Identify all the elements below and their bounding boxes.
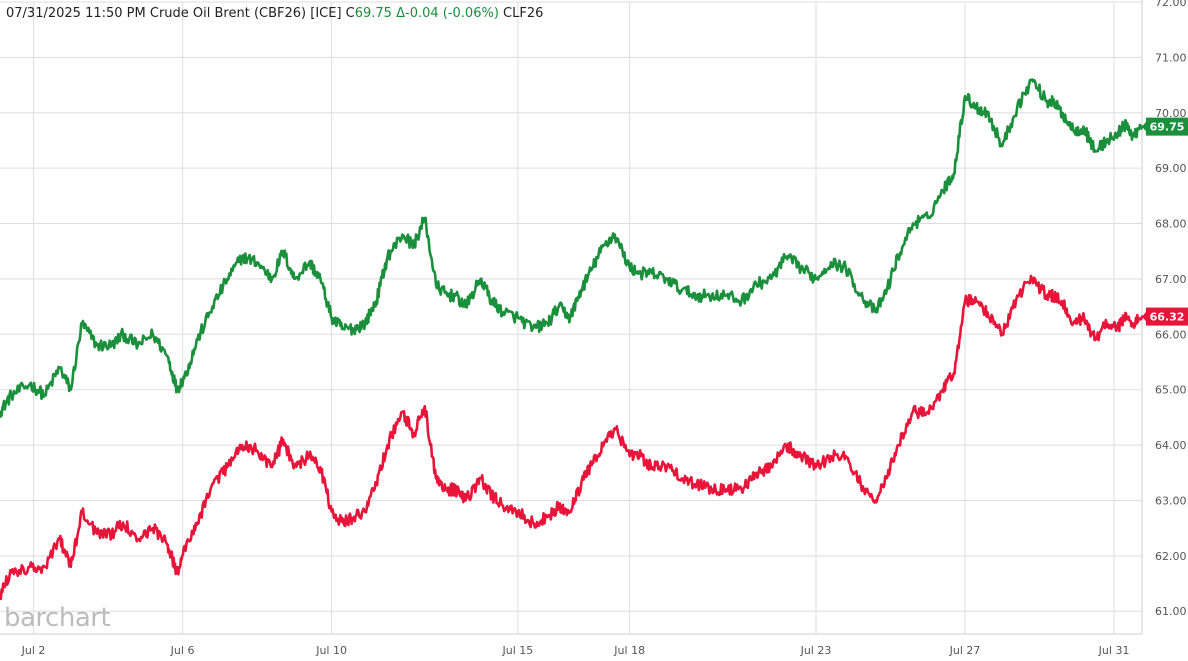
x-tick-label: Jul 10 (315, 644, 347, 657)
header-instrument: Crude Oil Brent (CBF26) [ICE] (150, 6, 342, 21)
y-tick-label: 65.00 (1155, 384, 1187, 397)
y-tick-label: 71.00 (1155, 51, 1187, 64)
header-symbol: CLF26 (503, 6, 543, 21)
last-value-badge (1146, 117, 1188, 136)
series-lines (0, 78, 1144, 601)
y-tick-label: 62.00 (1155, 550, 1187, 563)
y-tick-label: 66.00 (1155, 328, 1187, 341)
last-value-badges: 69.75 66.32 (1142, 117, 1188, 326)
x-axis: Jul 2 Jul 6 Jul 10 Jul 15 Jul 18 Jul 23 Jul 27… (21, 644, 1130, 657)
y-tick-label: 63.00 (1155, 494, 1187, 507)
x-tick-label: Jul 23 (800, 644, 832, 657)
x-tick-label: Jul 15 (502, 644, 534, 657)
last-value-pointer (1142, 120, 1147, 133)
y-tick-label: 67.00 (1155, 273, 1187, 286)
header-close-prefix: C (346, 6, 355, 21)
x-tick-label: Jul 2 (21, 644, 46, 657)
grid (0, 0, 1143, 635)
header-time: 11:50 PM (85, 6, 146, 21)
y-tick-label: 64.00 (1155, 439, 1187, 452)
header-change-value: -0.04 (-0.06%) (405, 6, 499, 21)
chart-header: 07/31/2025 11:50 PM Crude Oil Brent (CBF… (6, 6, 543, 21)
header-close-value: 69.75 (355, 6, 392, 21)
y-tick-label: 61.00 (1155, 605, 1187, 618)
x-tick-label: Jul 31 (1098, 644, 1130, 657)
last-value-label: 66.32 (1150, 311, 1185, 324)
series-line-1 (0, 274, 1144, 601)
series-line-0 (0, 78, 1144, 418)
y-tick-label: 72.00 (1155, 0, 1187, 9)
last-value-pointer (1142, 310, 1147, 323)
barchart-watermark: barchart (4, 603, 110, 633)
x-tick-label: Jul 27 (949, 644, 981, 657)
y-tick-label: 69.00 (1155, 162, 1187, 175)
x-tick-label: Jul 6 (170, 644, 195, 657)
header-change-prefix: Δ (396, 6, 405, 21)
y-tick-label: 68.00 (1155, 218, 1187, 231)
y-axis: 61.00 62.00 63.00 64.00 65.00 66.00 67.00 68.00… (1155, 0, 1187, 618)
x-tick-label: Jul 18 (613, 644, 645, 657)
last-value-badge (1146, 307, 1188, 326)
header-date: 07/31/2025 (6, 6, 81, 21)
last-value-label: 69.75 (1150, 121, 1185, 134)
y-tick-label: 70.00 (1155, 107, 1187, 120)
